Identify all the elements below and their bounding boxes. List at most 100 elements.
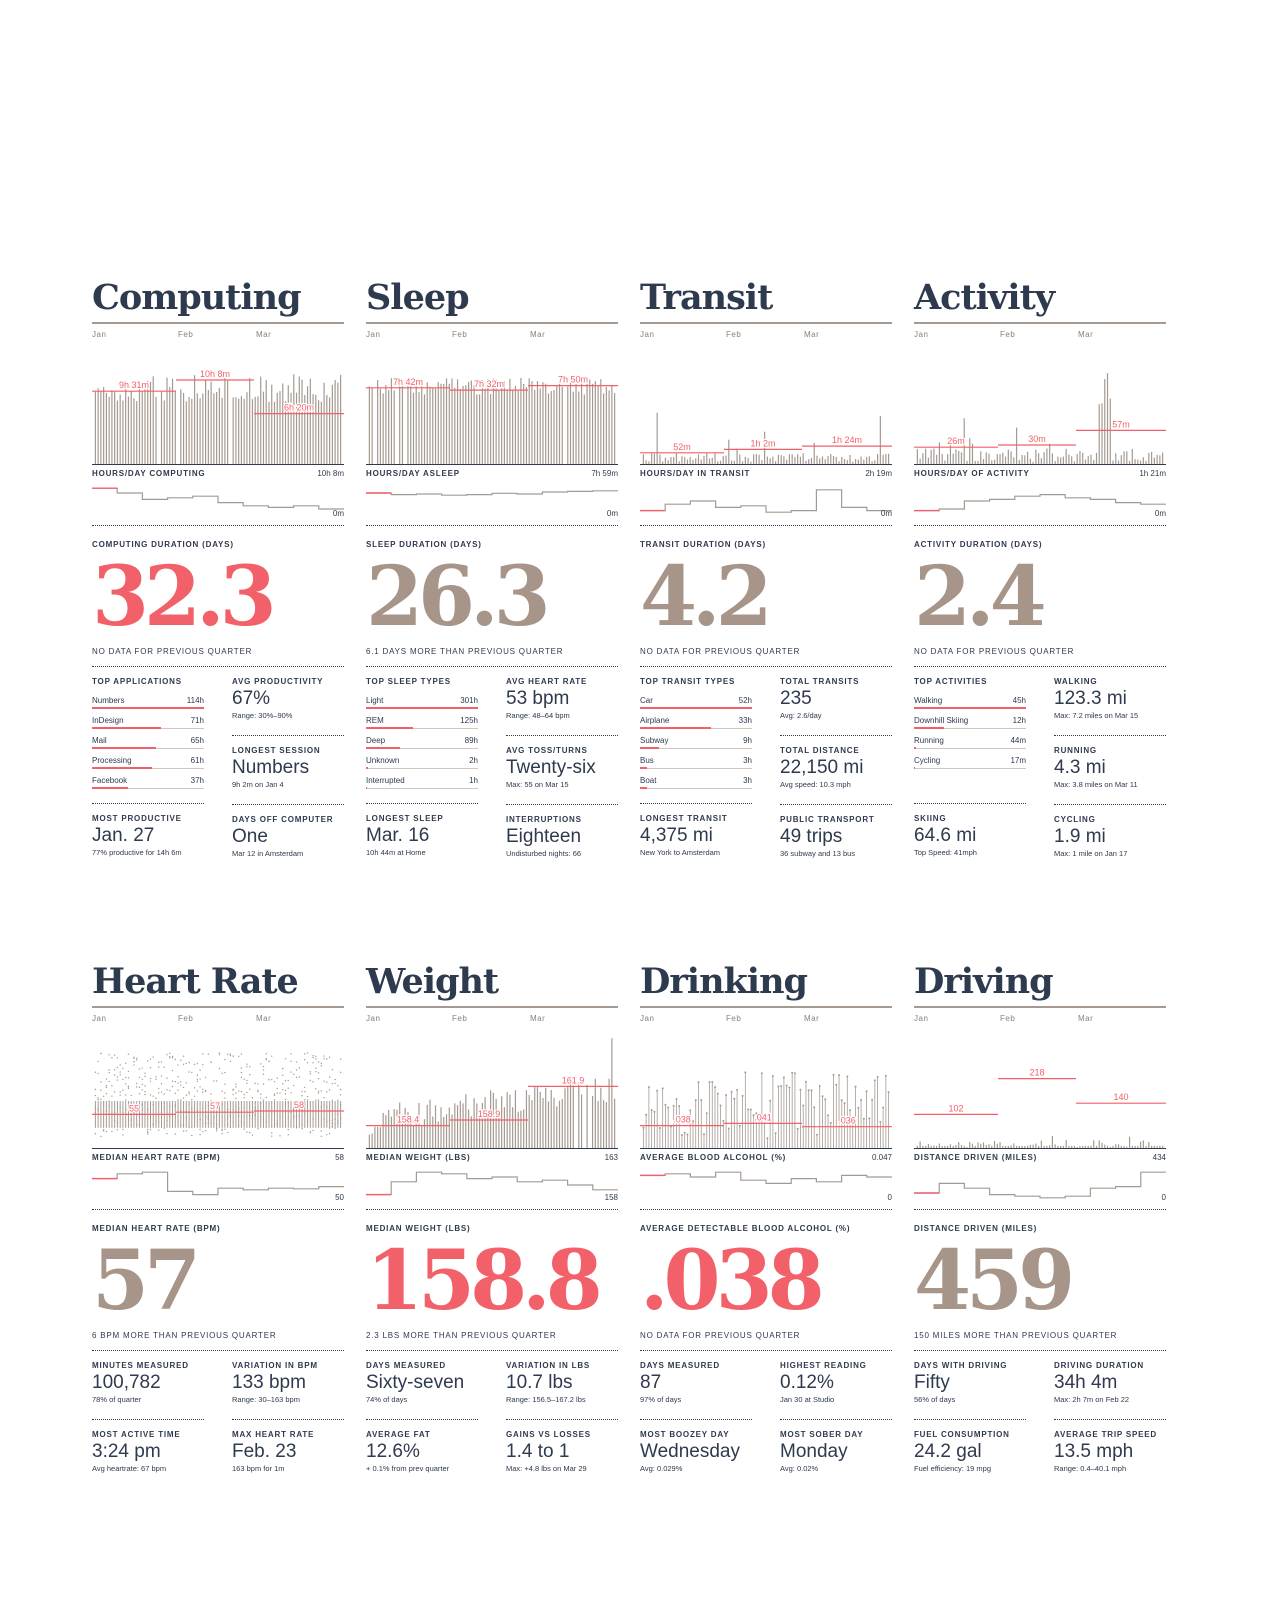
daily-bar [697, 454, 700, 464]
daily-bar [122, 400, 124, 464]
heart-rate-dot [108, 1071, 110, 1074]
heart-rate-dot [243, 1128, 245, 1130]
daily-bar [1062, 1145, 1065, 1148]
daily-bar [1139, 460, 1142, 464]
heart-rate-dot [111, 1130, 113, 1133]
list-item: Downhill Skiing 12h [914, 712, 1026, 732]
daily-bar [799, 456, 802, 464]
daily-bar [952, 1145, 954, 1148]
month-label: Feb [178, 330, 194, 339]
list-item-value: 301h [460, 696, 478, 705]
daily-bar [539, 1091, 541, 1148]
daily-bar [210, 381, 212, 464]
stat-label: FUEL CONSUMPTION [914, 1430, 1010, 1439]
stat-block: DAYS WITH DRIVING Fifty 56% of days [914, 1359, 1026, 1420]
daily-bar [396, 1109, 398, 1148]
top-list: TOP TRANSIT TYPES Car 52h Airplane 33h Subway… [640, 675, 752, 804]
daily-bar [714, 453, 716, 464]
daily-bar [919, 1141, 921, 1148]
month-axis: Jan Feb Mar [92, 1014, 344, 1030]
alcohol-reading [873, 1079, 876, 1082]
heart-rate-dot [149, 1094, 152, 1096]
alcohol-reading [755, 1112, 758, 1115]
heart-rate-dot [124, 1083, 127, 1085]
daily-bar [169, 387, 171, 464]
heart-rate-dot [309, 1071, 312, 1073]
daily-bar [520, 378, 522, 464]
daily-bar [927, 1144, 929, 1148]
alcohol-reading [719, 1104, 722, 1107]
daily-bar [418, 392, 420, 464]
panel-computing: Computing Jan Feb Mar 9h 31m 10h 8m 6h 20m HOUR… [92, 278, 344, 881]
daily-bar [583, 394, 585, 464]
list-item-bar [92, 787, 128, 789]
daily-bar [772, 456, 774, 464]
daily-bar [561, 1099, 563, 1148]
month-label: Jan [914, 1014, 929, 1023]
daily-bar [653, 453, 655, 464]
list-item-track [914, 728, 1026, 729]
daily-bar [479, 1112, 481, 1148]
heart-rate-dot [196, 1062, 199, 1065]
daily-bar [827, 455, 829, 464]
daily-bar [371, 1133, 373, 1148]
daily-bar [1021, 1145, 1023, 1148]
stat-detail: + 0.1% from prev quarter [366, 1464, 450, 1473]
daily-bar [614, 393, 616, 464]
stats-right-column: AVG PRODUCTIVITY 67% Range: 30%–90% LONGEST… [232, 675, 344, 881]
heart-rate-dot [251, 1097, 254, 1099]
daily-bar [1015, 427, 1018, 464]
daily-bar [512, 390, 514, 464]
headline-value: 2.4 [914, 549, 1047, 645]
daily-bar [1115, 1144, 1117, 1148]
daily-bar [766, 456, 768, 464]
heart-rate-dot [193, 1095, 196, 1097]
alcohol-reading [741, 1094, 744, 1097]
daily-bar [163, 400, 165, 464]
daily-bar [534, 389, 536, 464]
comparison-note: NO DATA FOR PREVIOUS QUARTER [640, 1331, 892, 1351]
daily-bar [974, 460, 976, 464]
heart-rate-dot [177, 1064, 179, 1066]
alcohol-reading [879, 1120, 882, 1123]
daily-bar [1007, 449, 1009, 464]
heart-rate-dot [293, 1073, 295, 1075]
daily-bar [476, 1103, 478, 1148]
daily-bar [421, 1125, 423, 1148]
list-item-name: REM [366, 716, 384, 725]
list-item-value: 125h [460, 716, 478, 725]
stat-block: DAYS MEASURED 87 97% of days [640, 1359, 752, 1420]
alcohol-reading [821, 1095, 824, 1098]
alcohol-reading [862, 1117, 865, 1120]
daily-bar [1010, 1145, 1012, 1148]
daily-bar [603, 1100, 605, 1148]
daily-bar [780, 455, 782, 464]
top-list: TOP SLEEP TYPES Light 301h REM 125h Deep 89h Un… [366, 675, 478, 804]
summary-step-chart [914, 494, 1166, 512]
stat-detail: Range: 30–163 bpm [232, 1395, 300, 1404]
heart-rate-dot [215, 1130, 218, 1132]
daily-bar [331, 384, 333, 464]
daily-bar [1004, 1145, 1007, 1148]
heart-rate-dot [323, 1055, 325, 1057]
daily-bar [1115, 453, 1117, 464]
comparison-note: 6 BPM MORE THAN PREVIOUS QUARTER [92, 1331, 344, 1351]
daily-bar [1109, 1146, 1111, 1148]
heart-rate-dot [218, 1053, 221, 1056]
heart-rate-dot [331, 1099, 334, 1101]
daily-bar [108, 396, 110, 464]
stat-value: One [232, 826, 268, 847]
daily-bar [133, 398, 135, 464]
daily-bar [152, 376, 154, 464]
daily-bar [919, 458, 921, 464]
daily-bar [1032, 1144, 1034, 1148]
daily-bar [1071, 1145, 1073, 1148]
daily-bar [1071, 456, 1073, 464]
stat-label: VARIATION IN LBS [506, 1361, 591, 1370]
alcohol-reading [722, 1119, 725, 1122]
stat-detail: Max: 2h 7m on Feb 22 [1054, 1395, 1130, 1404]
list-item-name: Subway [640, 736, 669, 745]
stat-value: 235 [780, 688, 812, 709]
heart-rate-dot [97, 1098, 99, 1101]
heart-rate-dot [180, 1081, 182, 1083]
